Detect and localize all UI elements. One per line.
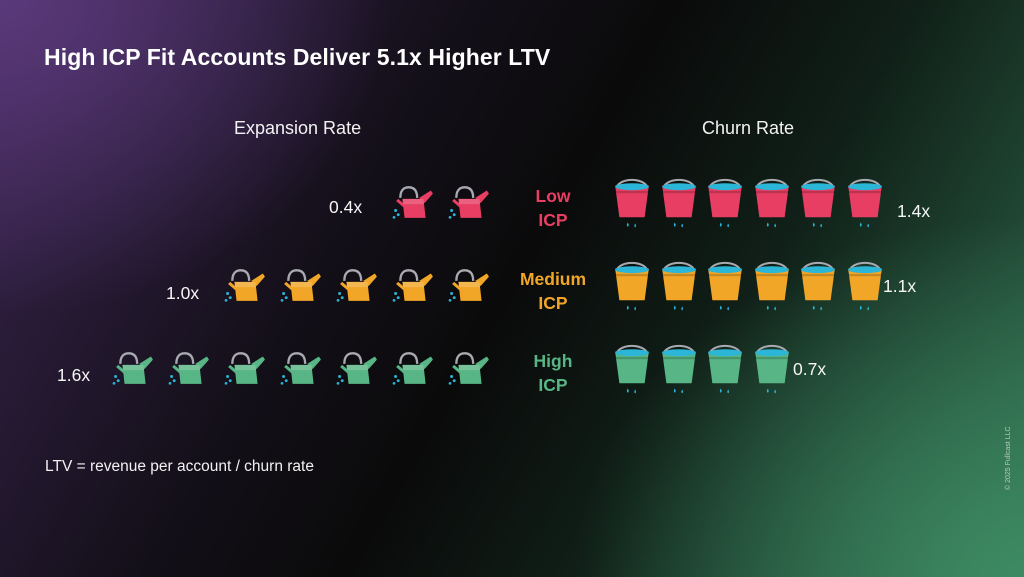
leaking-bucket-icon-high-icp [661,344,696,394]
watering-can-icon-medium-icp [448,269,489,302]
leaking-bucket-icon-low-icp [615,178,649,228]
leaking-bucket-icon-low-icp [847,178,882,228]
expansion-rate-header: Expansion Rate [234,118,362,138]
watering-can-icon-low-icp [448,186,489,219]
leaking-bucket-icon-low-icp [801,178,835,228]
chart-title: High ICP Fit Accounts Deliver 5.1x Highe… [44,44,551,70]
row-label-low-icp: Low ICP [535,186,571,230]
leaking-bucket-icon-medium-icp [801,261,835,311]
watering-can-icon-high-icp [392,352,433,385]
churn-value-high-icp: 0.7x [793,359,827,379]
leaking-bucket-icon-medium-icp [708,261,742,311]
watering-can-icon-medium-icp [336,269,377,302]
leaking-bucket-icon-high-icp [708,344,742,394]
expansion-value-high-icp: 1.6x [57,365,91,385]
expansion-value-medium-icp: 1.0x [166,283,200,303]
watering-can-icon-high-icp [112,352,153,385]
leaking-bucket-icon-low-icp [661,178,696,228]
ltv-footnote: LTV = revenue per account / churn rate [45,458,314,475]
leaking-bucket-icon-low-icp [708,178,742,228]
churn-value-low-icp: 1.4x [897,201,931,221]
row-label-high-icp: High ICP [533,351,573,395]
copyright-notice: © 2025 Fullcast LLC [1005,426,1012,490]
leaking-bucket-icon-medium-icp [754,261,789,311]
watering-can-icon-medium-icp [224,269,265,302]
watering-can-icon-high-icp [168,352,209,385]
watering-can-icon-medium-icp [392,269,433,302]
churn-value-medium-icp: 1.1x [883,276,917,296]
leaking-bucket-icon-low-icp [754,178,789,228]
churn-rate-header: Churn Rate [702,118,795,138]
leaking-bucket-icon-high-icp [615,344,649,394]
watering-can-icon-high-icp [224,352,265,385]
watering-can-icon-high-icp [336,352,377,385]
watering-can-icon-low-icp [392,186,433,219]
leaking-bucket-icon-high-icp [754,344,789,394]
watering-can-icon-medium-icp [280,269,321,302]
expansion-value-low-icp: 0.4x [329,197,363,217]
leaking-bucket-icon-medium-icp [847,261,882,311]
watering-can-icon-high-icp [280,352,321,385]
watering-can-icon-high-icp [448,352,489,385]
leaking-bucket-icon-medium-icp [615,261,649,311]
leaking-bucket-icon-medium-icp [661,261,696,311]
row-label-medium-icp: Medium ICP [519,269,587,313]
